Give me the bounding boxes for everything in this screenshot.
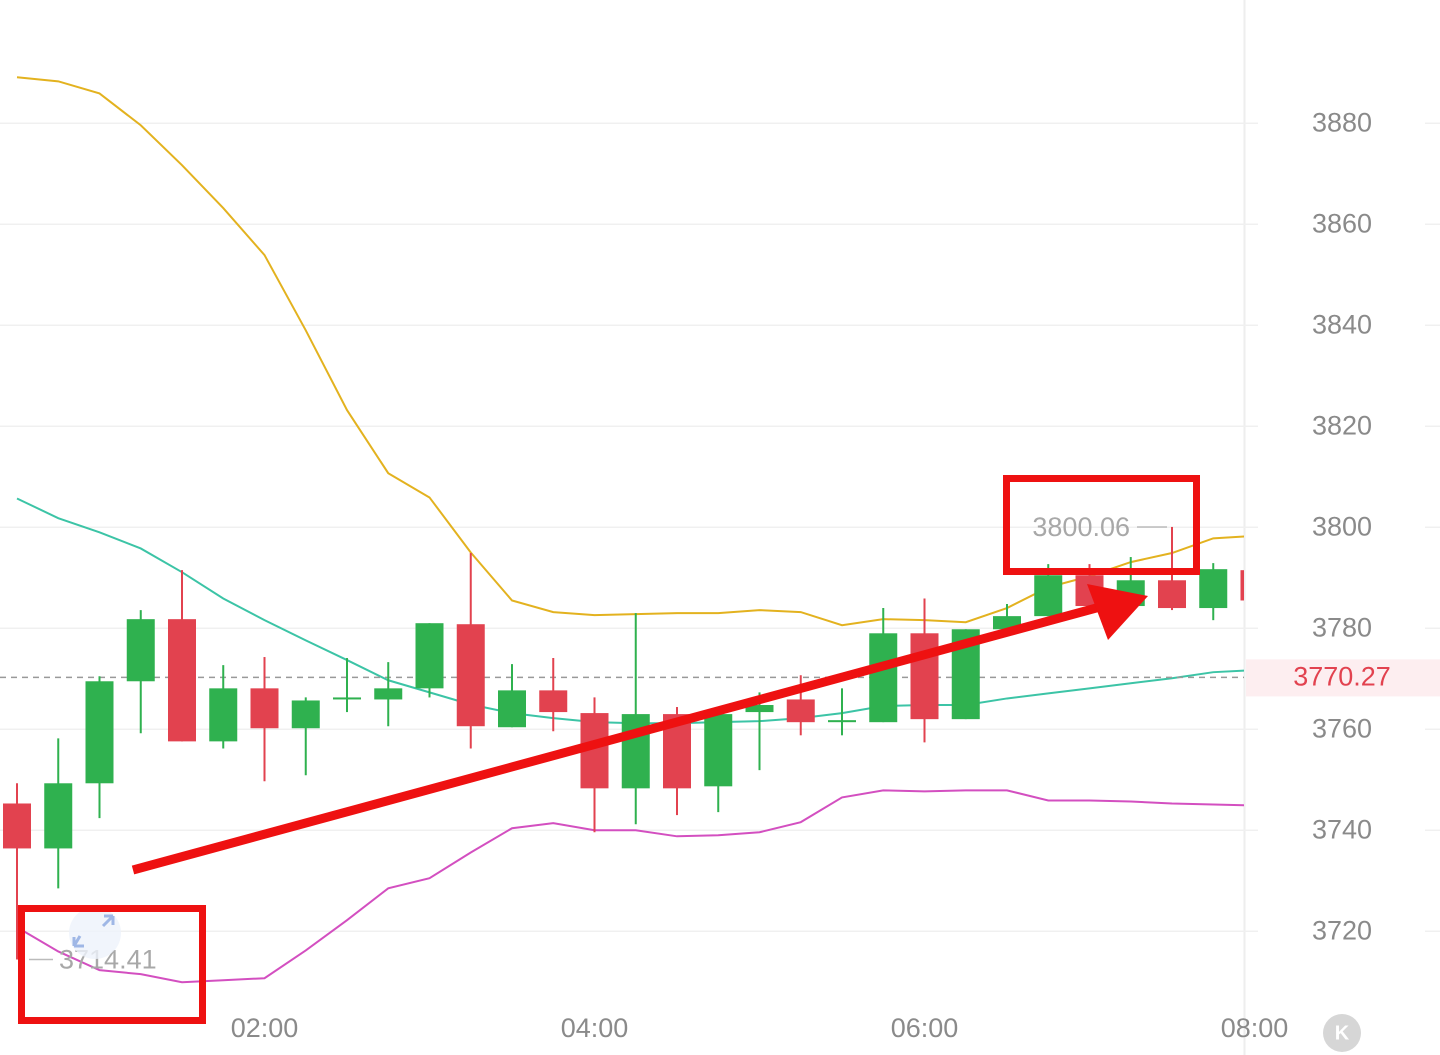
y-tick-label: 3740	[1312, 814, 1372, 844]
grid	[0, 122, 1440, 932]
highlight-box	[1003, 475, 1200, 575]
trend-arrow	[131, 602, 1102, 875]
candle-body	[333, 697, 361, 700]
candle-body	[3, 803, 31, 849]
y-tick-label: 3840	[1312, 309, 1372, 339]
y-tick-label: 3820	[1312, 410, 1372, 440]
x-tick-label: 06:00	[891, 1013, 959, 1043]
axes: 3720 3740 3760 3780 3800 3820 3840 3860 3880 02:0…	[231, 107, 1440, 1043]
candle-body	[44, 783, 73, 849]
last-price-label: 3770.27	[1293, 662, 1391, 692]
kline-button[interactable]	[1323, 1014, 1361, 1052]
y-tick-label: 3800	[1312, 511, 1372, 541]
candle-body	[1199, 569, 1228, 609]
zoom-icon[interactable]	[69, 907, 121, 959]
y-tick-label: 3780	[1312, 612, 1372, 642]
candle-body	[786, 699, 815, 723]
candle-body	[745, 705, 774, 713]
y-tick-label: 3860	[1312, 208, 1372, 238]
candle-body	[621, 714, 650, 789]
candle-body	[910, 633, 939, 720]
candle-body	[704, 714, 733, 787]
candle-body	[1158, 580, 1186, 609]
candle-body	[1034, 575, 1063, 617]
x-tick-label: 08:00	[1221, 1013, 1289, 1043]
candle-body	[374, 688, 403, 700]
candle-body	[250, 688, 279, 729]
y-tick-label: 3880	[1312, 107, 1372, 137]
y-tick-label: 3760	[1312, 713, 1372, 743]
highlight-box	[18, 905, 206, 1024]
x-tick-label: 04:00	[561, 1013, 629, 1043]
x-tick-label: 02:00	[231, 1013, 299, 1043]
bollinger-band	[16, 789, 1244, 984]
high-label: 3800.06	[1032, 512, 1130, 542]
candle-body	[291, 700, 320, 729]
trend-arrow-head	[1087, 584, 1148, 640]
candle-body	[456, 624, 485, 727]
candle-body	[415, 623, 444, 689]
bollinger-band	[16, 76, 1244, 627]
annotation-overlay: K	[18, 475, 1361, 1052]
candle-body	[209, 688, 238, 742]
candle-body	[126, 619, 155, 682]
y-tick-label: 3720	[1312, 915, 1372, 945]
candle-body	[869, 633, 898, 723]
kline-button-icon: K	[1335, 1022, 1350, 1044]
candle-body	[498, 690, 526, 728]
candle-body	[168, 619, 196, 742]
candle-body	[539, 690, 568, 713]
zoom-icon-arrows	[72, 914, 115, 948]
last-price-badge	[1246, 659, 1440, 697]
candle-body	[85, 681, 114, 784]
candle-body	[828, 720, 856, 723]
candle-body	[1240, 570, 1244, 601]
